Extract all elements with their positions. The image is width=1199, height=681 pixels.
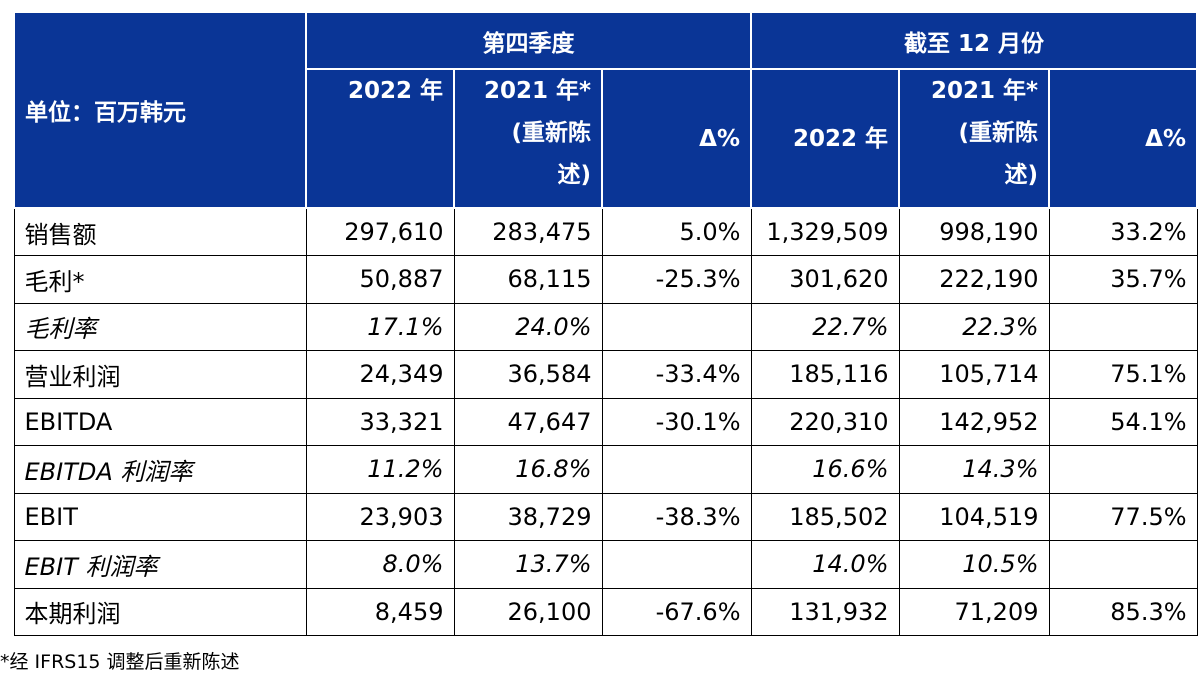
cell-q4-delta bbox=[601, 302, 752, 351]
table-row: EBIT 利润率 8.0% 13.7% 14.0% 10.5% bbox=[13, 540, 1198, 589]
col-header-line1: 2021 年* bbox=[483, 78, 591, 104]
cell-q4-2022: 8,459 bbox=[305, 587, 455, 636]
col-header-q4-delta: Δ% bbox=[601, 68, 752, 209]
col-header-q4-2021: 2021 年* (重新陈 述) bbox=[453, 68, 603, 209]
cell-q4-2021: 38,729 bbox=[453, 492, 603, 541]
cell-fy-delta bbox=[1048, 540, 1198, 589]
cell-fy-delta: 75.1% bbox=[1048, 350, 1198, 399]
cell-fy-2022: 185,502 bbox=[750, 492, 900, 541]
cell-q4-2021: 36,584 bbox=[453, 350, 603, 399]
table-row: 毛利率 17.1% 24.0% 22.7% 22.3% bbox=[13, 302, 1198, 351]
col-header-q4-2022: 2022 年 bbox=[305, 68, 455, 209]
cell-q4-delta: 5.0% bbox=[601, 207, 752, 256]
col-header-line2: Δ% bbox=[1145, 125, 1187, 152]
cell-q4-delta: -38.3% bbox=[601, 492, 752, 541]
cell-q4-2021: 47,647 bbox=[453, 397, 603, 446]
table-row: 销售额 297,610 283,475 5.0% 1,329,509 998,190 33.… bbox=[13, 207, 1198, 256]
row-label: 毛利* bbox=[13, 255, 307, 304]
cell-q4-delta bbox=[601, 445, 752, 494]
cell-fy-2022: 185,116 bbox=[750, 350, 900, 399]
cell-q4-2022: 297,610 bbox=[305, 207, 455, 256]
col-header-line1: 2021 年* bbox=[930, 78, 1038, 104]
financial-table: 单位：百万韩元 第四季度 截至 12 月份 2022 年 2021 年* (重新… bbox=[13, 11, 1199, 636]
cell-fy-2022: 131,932 bbox=[750, 587, 900, 636]
cell-fy-2022: 220,310 bbox=[750, 397, 900, 446]
cell-fy-2021: 104,519 bbox=[898, 492, 1050, 541]
col-header-line2: 2022 年 bbox=[792, 125, 888, 152]
row-label: 毛利率 bbox=[13, 302, 307, 351]
row-label: 本期利润 bbox=[13, 587, 307, 636]
table-row: EBITDA 利润率 11.2% 16.8% 16.6% 14.3% bbox=[13, 445, 1198, 494]
cell-fy-2021: 71,209 bbox=[898, 587, 1050, 636]
cell-q4-2022: 17.1% bbox=[305, 302, 455, 351]
cell-fy-delta: 35.7% bbox=[1048, 255, 1198, 304]
table-row: 营业利润 24,349 36,584 -33.4% 185,116 105,714 75.1… bbox=[13, 350, 1198, 399]
row-label: EBIT bbox=[13, 492, 307, 541]
cell-q4-2021: 24.0% bbox=[453, 302, 603, 351]
cell-fy-2022: 301,620 bbox=[750, 255, 900, 304]
cell-fy-2021: 222,190 bbox=[898, 255, 1050, 304]
cell-q4-2022: 24,349 bbox=[305, 350, 455, 399]
cell-q4-delta bbox=[601, 540, 752, 589]
col-header-line2: (重新陈 bbox=[958, 120, 1038, 146]
col-header-line2: (重新陈 bbox=[511, 120, 591, 146]
table-body: 销售额 297,610 283,475 5.0% 1,329,509 998,190 33.… bbox=[13, 207, 1198, 636]
group-header-q4: 第四季度 bbox=[305, 11, 752, 70]
cell-q4-2022: 33,321 bbox=[305, 397, 455, 446]
cell-q4-2022: 11.2% bbox=[305, 445, 455, 494]
cell-q4-2021: 283,475 bbox=[453, 207, 603, 256]
cell-fy-delta: 33.2% bbox=[1048, 207, 1198, 256]
cell-fy-delta: 54.1% bbox=[1048, 397, 1198, 446]
cell-fy-2021: 998,190 bbox=[898, 207, 1050, 256]
cell-fy-2021: 105,714 bbox=[898, 350, 1050, 399]
table-row: EBITDA 33,321 47,647 -30.1% 220,310 142,952 54… bbox=[13, 397, 1198, 446]
cell-fy-delta bbox=[1048, 302, 1198, 351]
cell-q4-delta: -33.4% bbox=[601, 350, 752, 399]
group-header-full-year: 截至 12 月份 bbox=[749, 11, 1199, 70]
cell-q4-2022: 23,903 bbox=[305, 492, 455, 541]
col-header-fy-2021: 2021 年* (重新陈 述) bbox=[898, 68, 1050, 209]
cell-q4-2021: 68,115 bbox=[453, 255, 603, 304]
cell-fy-2022: 22.7% bbox=[750, 302, 900, 351]
cell-fy-delta bbox=[1048, 445, 1198, 494]
cell-fy-delta: 85.3% bbox=[1048, 587, 1198, 636]
cell-fy-delta: 77.5% bbox=[1048, 492, 1198, 541]
footnote: *经 IFRS15 调整后重新陈述 bbox=[0, 651, 240, 673]
cell-q4-2021: 13.7% bbox=[453, 540, 603, 589]
unit-label: 单位：百万韩元 bbox=[13, 11, 307, 209]
cell-q4-delta: -30.1% bbox=[601, 397, 752, 446]
col-header-line2: Δ% bbox=[699, 125, 740, 152]
col-header-line1: 2022 年 bbox=[347, 78, 443, 104]
cell-q4-delta: -67.6% bbox=[601, 587, 752, 636]
cell-q4-delta: -25.3% bbox=[601, 255, 752, 304]
row-label: EBITDA bbox=[13, 397, 307, 446]
col-header-line3: 述) bbox=[1004, 162, 1038, 188]
row-label: 销售额 bbox=[13, 207, 307, 256]
col-header-line3: 述) bbox=[557, 162, 591, 188]
col-header-fy-2022: 2022 年 bbox=[750, 68, 900, 209]
cell-fy-2022: 1,329,509 bbox=[750, 207, 900, 256]
cell-fy-2022: 16.6% bbox=[750, 445, 900, 494]
cell-fy-2021: 14.3% bbox=[898, 445, 1050, 494]
cell-fy-2022: 14.0% bbox=[750, 540, 900, 589]
cell-q4-2021: 26,100 bbox=[453, 587, 603, 636]
cell-fy-2021: 22.3% bbox=[898, 302, 1050, 351]
cell-q4-2022: 50,887 bbox=[305, 255, 455, 304]
cell-fy-2021: 142,952 bbox=[898, 397, 1050, 446]
row-label: 营业利润 bbox=[13, 350, 307, 399]
row-label: EBIT 利润率 bbox=[13, 540, 307, 589]
table-row: 毛利* 50,887 68,115 -25.3% 301,620 222,190 35.7% bbox=[13, 255, 1198, 304]
col-header-fy-delta: Δ% bbox=[1047, 68, 1199, 209]
table-header: 单位：百万韩元 第四季度 截至 12 月份 2022 年 2021 年* (重新… bbox=[13, 11, 1199, 209]
cell-q4-2021: 16.8% bbox=[453, 445, 603, 494]
table-row: EBIT 23,903 38,729 -38.3% 185,502 104,519 77.5… bbox=[13, 492, 1198, 541]
table-row: 本期利润 8,459 26,100 -67.6% 131,932 71,209 85.3% bbox=[13, 587, 1198, 636]
row-label: EBITDA 利润率 bbox=[13, 445, 307, 494]
cell-q4-2022: 8.0% bbox=[305, 540, 455, 589]
cell-fy-2021: 10.5% bbox=[898, 540, 1050, 589]
